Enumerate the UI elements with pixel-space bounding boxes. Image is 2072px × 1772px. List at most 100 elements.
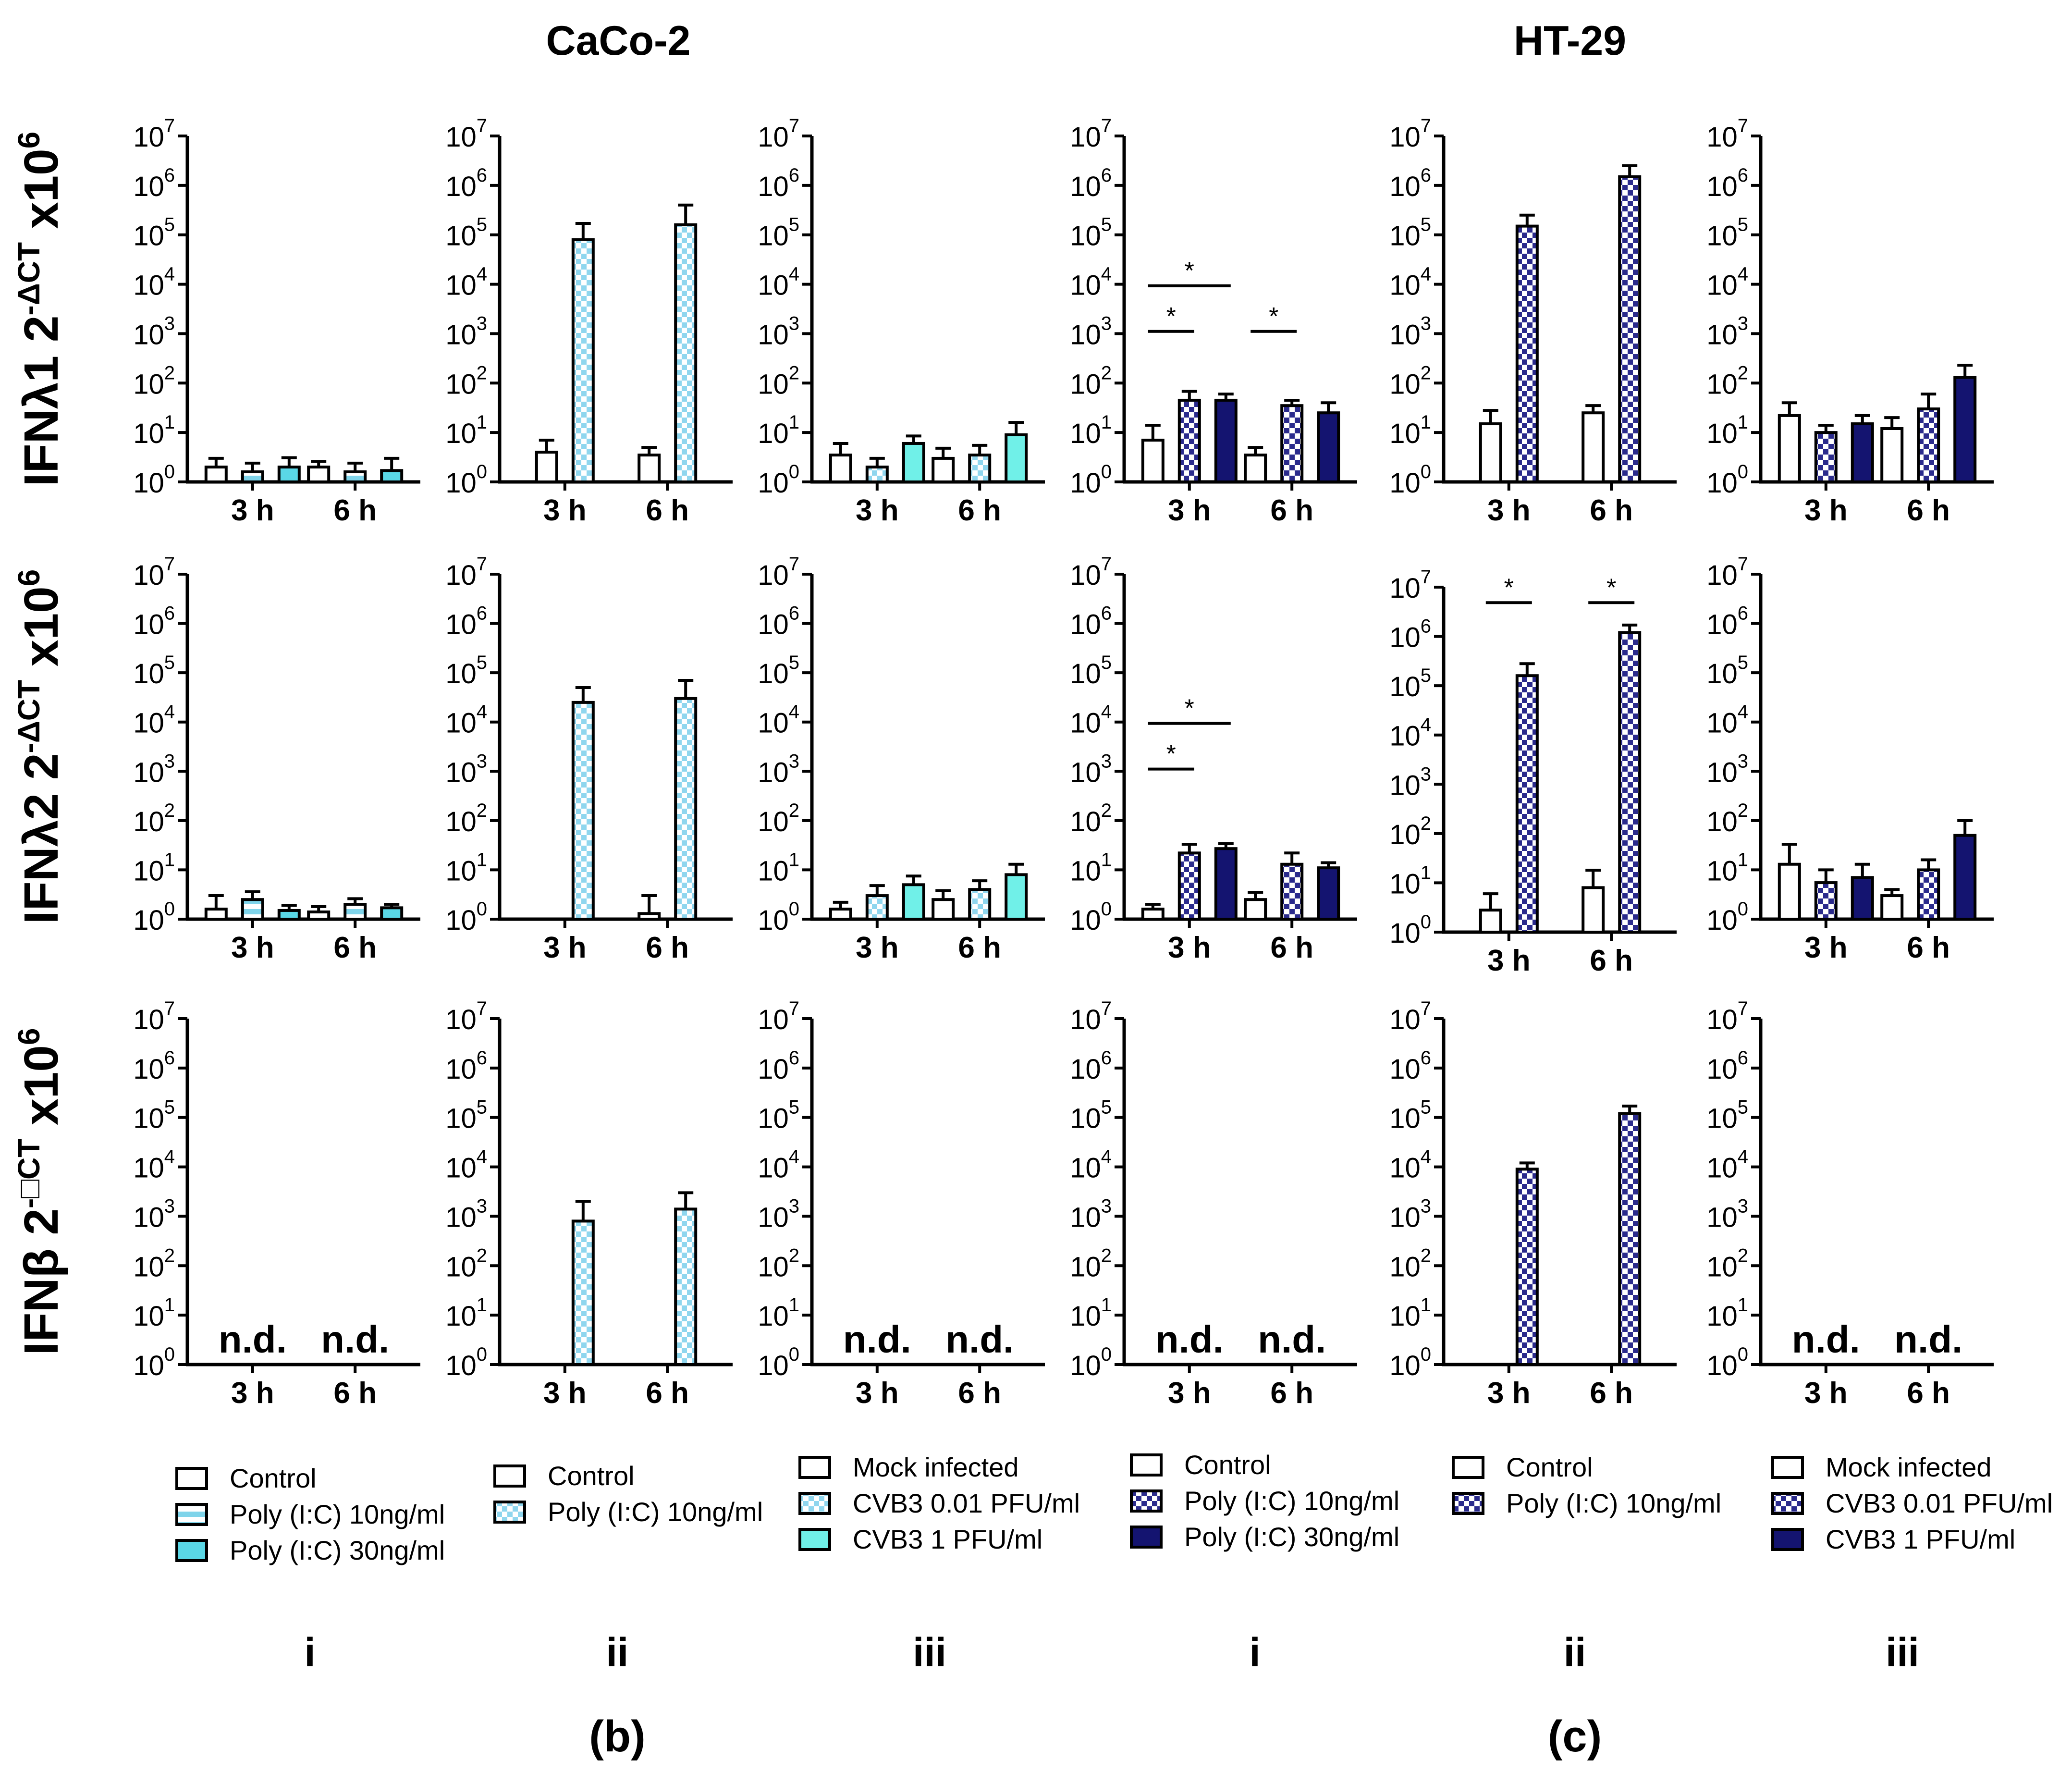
y-tick-label: 107	[1070, 554, 1112, 591]
y-tick-base: 10	[1389, 819, 1421, 850]
legend-label: Control	[1184, 1450, 1271, 1480]
y-tick-base: 10	[133, 1301, 164, 1332]
y-title-text: x10	[14, 1045, 68, 1139]
y-tick-base: 10	[758, 221, 789, 252]
y-tick-exponent: 7	[477, 115, 487, 136]
y-tick-exponent: 7	[164, 998, 175, 1019]
y-tick-exponent: 0	[477, 898, 487, 920]
y-tick-base: 10	[445, 171, 477, 202]
y-tick-label: 105	[758, 214, 799, 252]
y-tick-base: 10	[1389, 1251, 1421, 1282]
y-tick-base: 10	[445, 1103, 477, 1134]
y-tick-label: 102	[445, 1245, 487, 1282]
y-tick-exponent: 5	[164, 1097, 175, 1118]
y-tick-label: 104	[1706, 264, 1748, 301]
y-tick-base: 10	[445, 560, 477, 591]
y-tick-label: 106	[445, 1047, 487, 1085]
significance-star: *	[1166, 303, 1176, 331]
legend-swatch	[1452, 1492, 1484, 1515]
y-tick-exponent: 1	[1101, 849, 1112, 870]
y-tick-exponent: 5	[789, 214, 799, 235]
y-tick-exponent: 3	[1421, 763, 1431, 785]
y-tick-exponent: 7	[164, 115, 175, 136]
y-tick-base: 10	[1070, 468, 1101, 499]
bar	[674, 223, 698, 483]
y-tick-exponent: 4	[1101, 1146, 1112, 1168]
bar	[380, 906, 404, 921]
y-tick-base: 10	[758, 1251, 789, 1282]
y-tick-exponent: 4	[1738, 1146, 1748, 1168]
y-tick-exponent: 1	[1421, 1294, 1431, 1316]
x-tick-label: 6 h	[958, 931, 1001, 964]
x-tick-label: 6 h	[1590, 1377, 1633, 1410]
row-1-y-axis-title: IFNλ1 2-ΔCT x106	[12, 132, 68, 487]
bar	[1005, 433, 1028, 484]
bar	[1917, 407, 1940, 483]
y-tick-base: 10	[133, 369, 164, 400]
y-tick-label: 104	[445, 264, 487, 301]
y-tick-base: 10	[1706, 1301, 1738, 1332]
bar	[1214, 398, 1238, 483]
y-tick-label: 102	[445, 800, 487, 837]
bar	[1515, 1168, 1539, 1366]
y-tick-base: 10	[1070, 1251, 1101, 1282]
bar	[343, 470, 367, 484]
y-tick-exponent: 0	[789, 461, 799, 482]
y-title-text: x10	[14, 586, 68, 680]
bar	[1317, 411, 1340, 484]
bar	[1917, 868, 1940, 921]
bar	[307, 911, 331, 921]
y-tick-label: 101	[758, 1294, 799, 1332]
y-tick-exponent: 7	[164, 554, 175, 575]
y-tick-label: 106	[1389, 1047, 1431, 1085]
y-tick-exponent: 2	[1738, 1245, 1748, 1266]
y-tick-base: 10	[1389, 468, 1421, 499]
y-tick-label: 107	[1389, 115, 1431, 153]
y-tick-base: 10	[445, 708, 477, 739]
y-tick-exponent: 7	[1738, 115, 1748, 136]
bar	[1814, 431, 1838, 484]
bar	[241, 898, 264, 921]
bar	[1141, 439, 1165, 483]
y-tick-base: 10	[758, 1350, 789, 1381]
y-tick-label: 105	[133, 652, 175, 689]
x-tick-label: 6 h	[646, 494, 689, 527]
y-tick-label: 102	[1706, 1245, 1748, 1282]
y-tick-base: 10	[133, 1004, 164, 1035]
y-tick-label: 104	[133, 264, 175, 301]
y-tick-base: 10	[133, 1153, 164, 1184]
y-tick-label: 106	[133, 165, 175, 202]
y-tick-base: 10	[1070, 1153, 1101, 1184]
y-tick-base: 10	[445, 418, 477, 449]
not-detected-label: n.d.	[1792, 1318, 1860, 1361]
y-tick-label: 103	[1070, 313, 1112, 350]
y-tick-base: 10	[758, 418, 789, 449]
y-tick-exponent: 6	[164, 165, 175, 186]
x-tick-label: 3 h	[1804, 1377, 1848, 1410]
legend-label: Mock infected	[1826, 1452, 1992, 1482]
y-tick-base: 10	[1389, 1004, 1421, 1035]
y-tick-exponent: 1	[789, 412, 799, 433]
bar	[1515, 674, 1539, 934]
y-tick-label: 100	[1706, 898, 1748, 936]
y-tick-label: 104	[1706, 701, 1748, 739]
y-tick-exponent: 0	[1101, 1344, 1112, 1365]
y-tick-exponent: 5	[1421, 214, 1431, 235]
x-tick-label: 6 h	[1590, 944, 1633, 977]
y-tick-base: 10	[1070, 757, 1101, 788]
y-tick-base: 10	[1070, 221, 1101, 252]
y-tick-label: 107	[758, 554, 799, 591]
y-tick-base: 10	[133, 468, 164, 499]
legend-label: Poly (I:C) 30ng/ml	[230, 1535, 445, 1565]
legend-label: Poly (I:C) 10ng/ml	[1506, 1488, 1721, 1518]
legend-swatch	[1452, 1456, 1484, 1479]
y-tick-exponent: 0	[1101, 461, 1112, 482]
y-tick-exponent: 1	[789, 1294, 799, 1316]
y-tick-base: 10	[1070, 708, 1101, 739]
y-tick-base: 10	[758, 658, 789, 689]
y-tick-exponent: 6	[1101, 603, 1112, 624]
legend-swatch	[1130, 1489, 1163, 1513]
y-tick-label: 107	[1070, 115, 1112, 153]
y-tick-exponent: 3	[477, 751, 487, 772]
